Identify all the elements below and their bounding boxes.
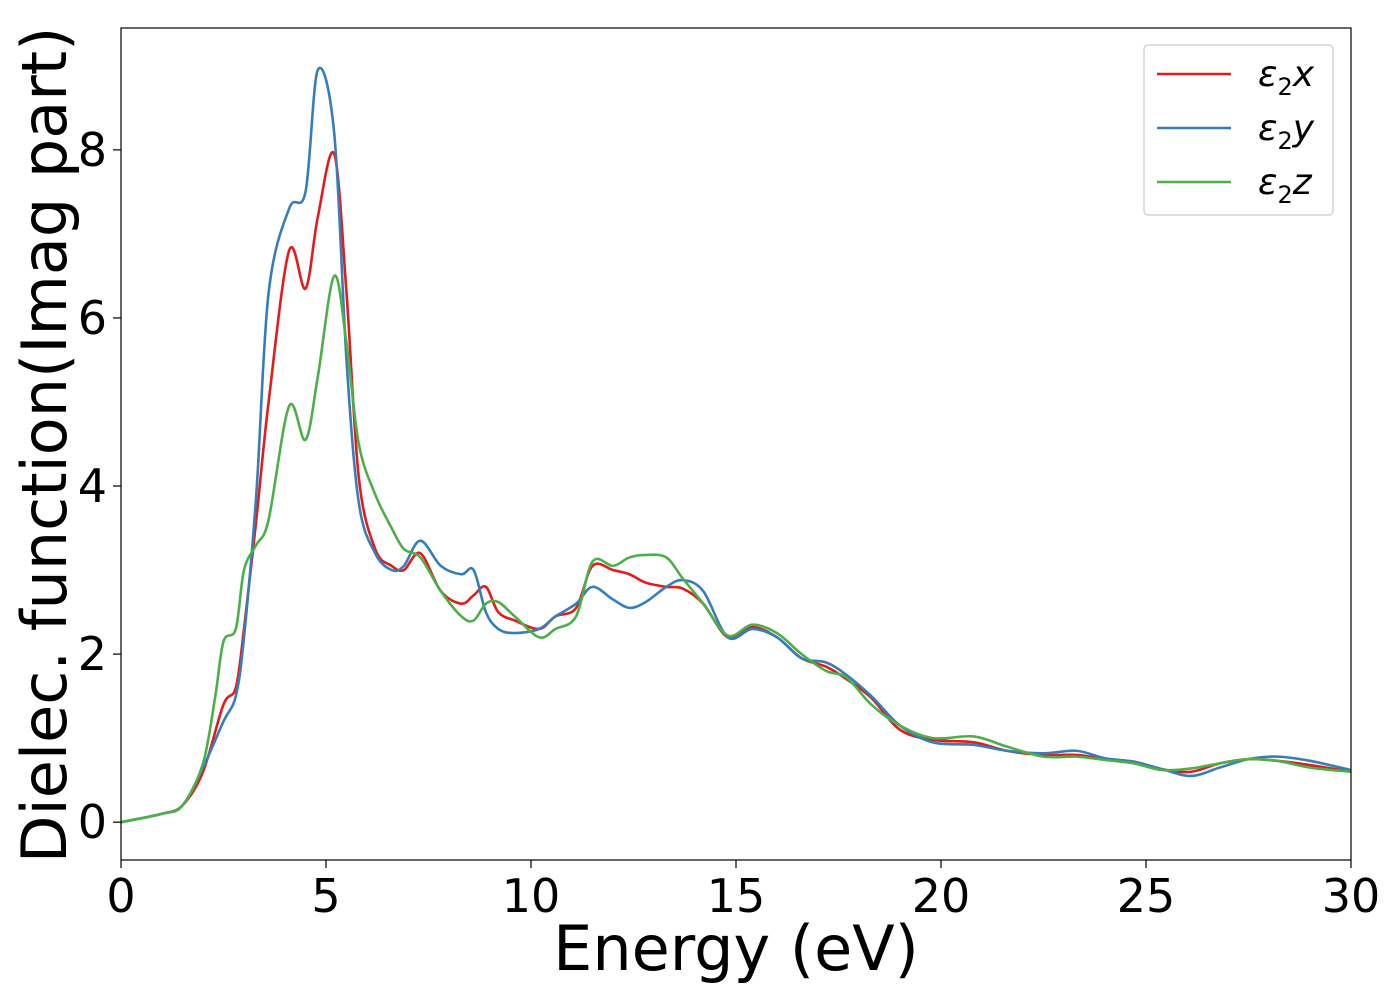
- series-line-z: [120, 274, 1352, 824]
- x-tick-label: 20: [912, 869, 971, 923]
- x-axis: 0 5 10 15 20 25 30: [106, 860, 1380, 923]
- x-tick-label: 15: [707, 869, 766, 923]
- x-tick-label: 5: [311, 869, 340, 923]
- x-tick-label: 25: [1117, 869, 1176, 923]
- series-layer: [120, 66, 1352, 824]
- x-tick-label: 10: [502, 869, 561, 923]
- legend-label-y: ε2y: [1258, 108, 1315, 155]
- legend-label-z: ε2z: [1258, 162, 1313, 209]
- legend-label-x: ε2x: [1258, 54, 1315, 101]
- series-line-x: [120, 150, 1352, 824]
- y-tick-label: 6: [78, 291, 107, 345]
- y-tick-label: 2: [78, 627, 107, 681]
- series-line-y: [120, 66, 1352, 824]
- legend-box: [1143, 44, 1334, 216]
- legend: ε2x ε2y ε2z: [1143, 44, 1334, 216]
- legend-entries: ε2x ε2y ε2z: [1157, 54, 1315, 209]
- x-tick-label: 0: [106, 869, 135, 923]
- y-axis-title: Dielec. function(Imag part): [8, 27, 81, 864]
- y-tick-label: 0: [78, 795, 107, 849]
- x-axis-title: Energy (eV): [553, 912, 919, 985]
- y-axis: 0 2 4 6 8: [78, 123, 121, 849]
- y-tick-label: 8: [78, 123, 107, 177]
- y-tick-label: 4: [78, 459, 107, 513]
- x-tick-label: 30: [1322, 869, 1381, 923]
